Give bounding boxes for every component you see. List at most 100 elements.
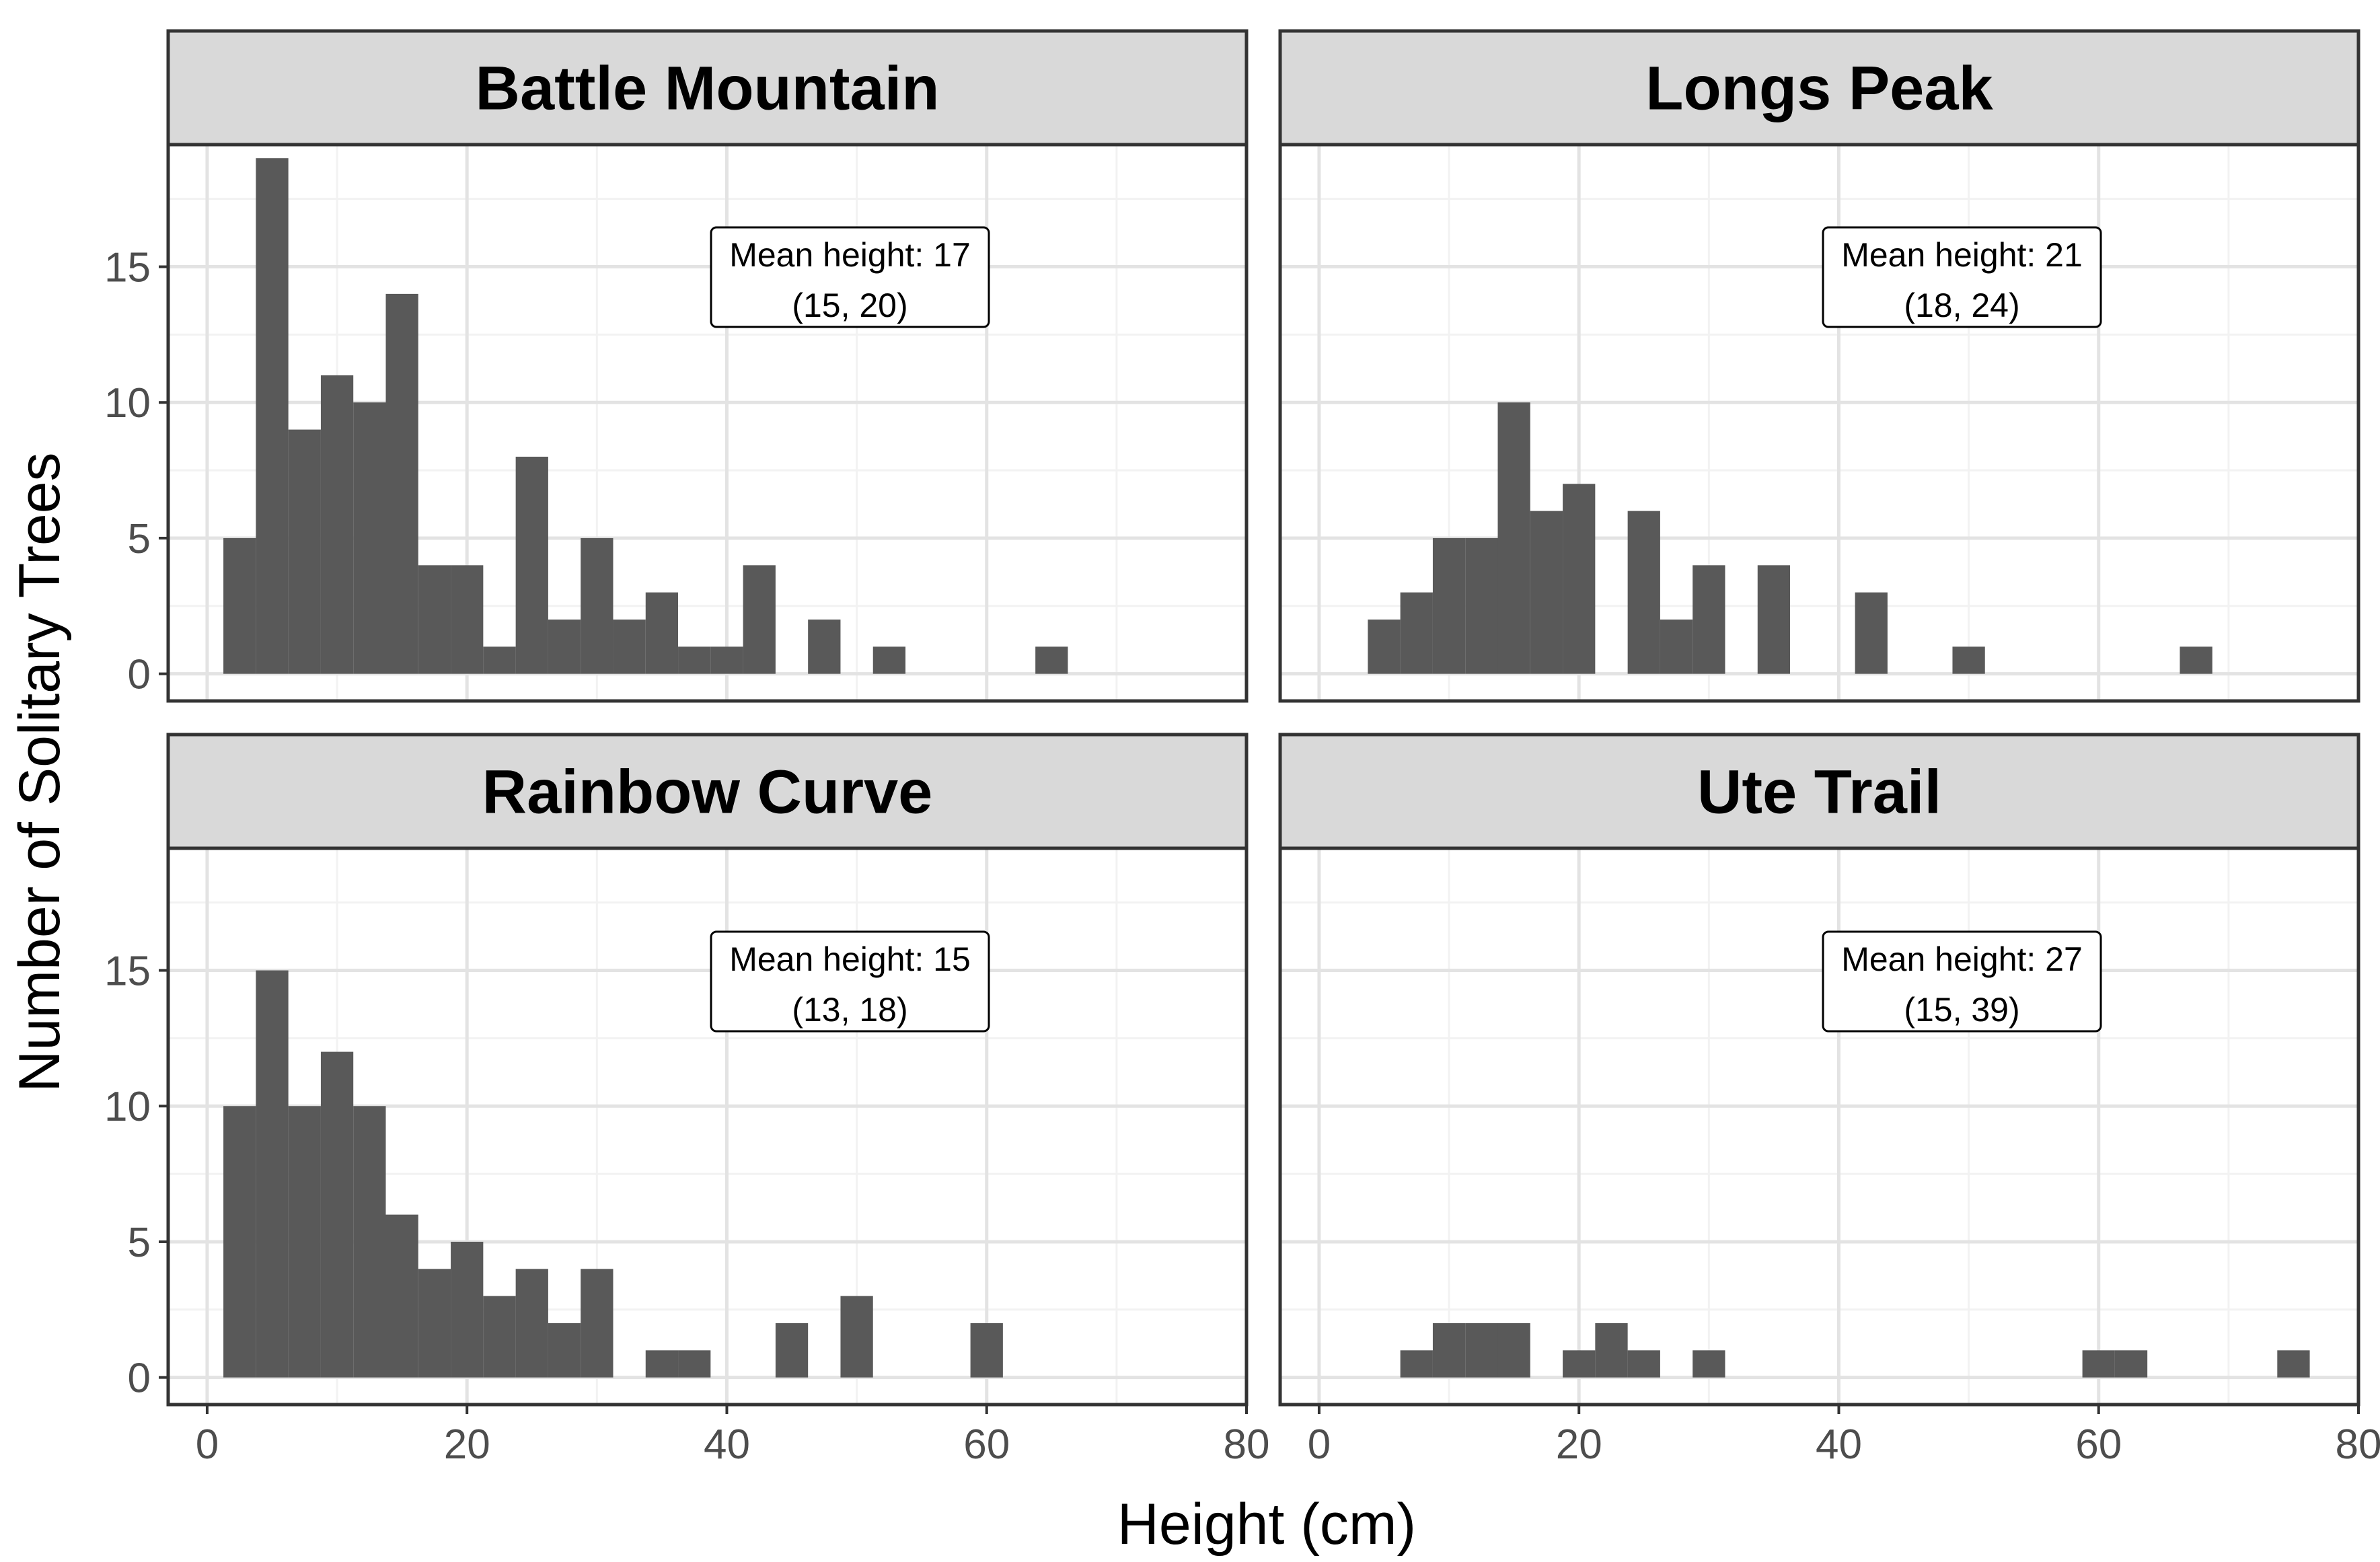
facet-strip-label: Ute Trail bbox=[1697, 758, 1941, 827]
facet-strip-label: Rainbow Curve bbox=[482, 758, 933, 827]
histogram-bar bbox=[678, 1350, 711, 1378]
x-tick-label: 80 bbox=[2336, 1421, 2380, 1468]
x-tick-label: 20 bbox=[444, 1421, 490, 1468]
histogram-bar bbox=[1757, 565, 1791, 674]
histogram-bar bbox=[353, 402, 386, 674]
histogram-bar bbox=[613, 619, 646, 674]
histogram-bar bbox=[1563, 484, 1596, 674]
mean-height-text: Mean height: 15 bbox=[729, 940, 971, 978]
histogram-bar bbox=[2180, 646, 2212, 674]
confidence-interval-text: (13, 18) bbox=[792, 991, 907, 1029]
histogram-bar bbox=[1400, 1350, 1433, 1378]
histogram-bar bbox=[1693, 1350, 1725, 1378]
histogram-bar bbox=[2114, 1350, 2148, 1378]
histogram-bar bbox=[548, 1323, 581, 1378]
mean-height-text: Mean height: 17 bbox=[729, 236, 971, 274]
histogram-bar bbox=[256, 970, 289, 1378]
histogram-bar bbox=[418, 1269, 451, 1378]
histogram-bar bbox=[1465, 537, 1498, 674]
x-tick-label: 80 bbox=[1224, 1421, 1270, 1468]
histogram-bar bbox=[808, 619, 841, 674]
histogram-bar bbox=[451, 1241, 484, 1378]
x-tick-label: 0 bbox=[1308, 1421, 1331, 1468]
histogram-bar bbox=[1035, 646, 1068, 674]
facet-strip bbox=[166, 733, 1249, 850]
mean-height-label-box bbox=[1822, 226, 2102, 328]
histogram-bar bbox=[1693, 565, 1725, 674]
histogram-bar bbox=[775, 1323, 809, 1378]
histogram-bar bbox=[645, 1350, 679, 1378]
histogram-bar bbox=[1627, 1350, 1660, 1378]
mean-height-text: Mean height: 21 bbox=[1841, 236, 2083, 274]
facet-strip-label: Longs Peak bbox=[1645, 54, 1993, 123]
histogram-bar bbox=[320, 1051, 354, 1378]
histogram-bar bbox=[645, 592, 679, 674]
facet-strip bbox=[1278, 733, 2360, 850]
histogram-bar bbox=[223, 1106, 256, 1378]
histogram-bar bbox=[581, 537, 613, 674]
y-axis-title: Number of Solitary Trees bbox=[7, 452, 72, 1092]
y-tick-label: 5 bbox=[128, 516, 151, 562]
histogram-bar bbox=[515, 1269, 548, 1378]
x-tick-label: 40 bbox=[704, 1421, 750, 1468]
histogram-bar bbox=[743, 565, 776, 674]
histogram-bar bbox=[1530, 511, 1563, 674]
histogram-bar bbox=[1432, 1323, 1466, 1378]
histogram-bar bbox=[970, 1323, 1003, 1378]
confidence-interval-text: (15, 39) bbox=[1904, 991, 2019, 1029]
mean-height-label-box bbox=[1822, 930, 2102, 1033]
histogram-bar bbox=[1497, 402, 1530, 674]
x-axis-title: Height (cm) bbox=[1117, 1492, 1416, 1557]
panel-background bbox=[1280, 848, 2358, 1405]
y-tick-label: 10 bbox=[104, 380, 151, 426]
histogram-bar bbox=[418, 565, 451, 674]
y-tick-label: 15 bbox=[104, 949, 151, 995]
panel-longs-peak: Mean height: 21 (18, 24) Longs Peak bbox=[1278, 29, 2360, 703]
histogram-bar bbox=[1595, 1323, 1628, 1378]
histogram-bar bbox=[1432, 537, 1466, 674]
panel-ute-trail: Mean height: 27 (15, 39) Ute Trail 0 20 40 60 8… bbox=[1278, 733, 2380, 1468]
facet-strip-label: Battle Mountain bbox=[476, 54, 940, 123]
histogram-bar bbox=[320, 375, 354, 674]
histogram-bar bbox=[1400, 592, 1433, 674]
histogram-bar bbox=[483, 1296, 516, 1378]
x-tick-label: 40 bbox=[1816, 1421, 1862, 1468]
histogram-bar bbox=[1627, 511, 1660, 674]
histogram-bar bbox=[872, 646, 906, 674]
histogram-bar bbox=[2082, 1350, 2115, 1378]
histogram-bar bbox=[515, 456, 548, 674]
facet-strip bbox=[166, 29, 1249, 147]
mean-height-label-box bbox=[710, 226, 990, 328]
mean-height-label-box bbox=[710, 930, 990, 1033]
y-tick-label: 10 bbox=[104, 1084, 151, 1130]
histogram-bar bbox=[288, 429, 321, 674]
x-tick-label: 60 bbox=[963, 1421, 1010, 1468]
y-tick-label: 15 bbox=[104, 245, 151, 291]
facet-strip bbox=[1278, 29, 2360, 147]
histogram-bar bbox=[1563, 1350, 1596, 1378]
mean-height-text: Mean height: 27 bbox=[1841, 940, 2083, 978]
histogram-bar bbox=[385, 293, 418, 674]
y-tick-label: 5 bbox=[128, 1220, 151, 1266]
histogram-bar bbox=[840, 1296, 873, 1378]
confidence-interval-text: (15, 20) bbox=[792, 287, 907, 324]
y-tick-label: 0 bbox=[128, 1355, 151, 1402]
x-tick-label: 60 bbox=[2075, 1421, 2122, 1468]
histogram-bar bbox=[385, 1214, 418, 1378]
histogram-bar bbox=[1368, 619, 1401, 674]
histogram-bar bbox=[2277, 1350, 2310, 1378]
histogram-bar bbox=[256, 158, 289, 674]
panels-layer: Mean height: 17 (15, 20) Battle Mountain 0 5… bbox=[104, 29, 2380, 1468]
histogram-bar bbox=[288, 1106, 321, 1378]
panel-rainbow-curve: Mean height: 15 (13, 18) Rainbow Curve 0 5 10… bbox=[104, 733, 1270, 1468]
panel-battle-mountain: Mean height: 17 (15, 20) Battle Mountain 0 5… bbox=[104, 29, 1249, 703]
histogram-bar bbox=[451, 565, 484, 674]
histogram-bar bbox=[678, 646, 711, 674]
x-tick-label: 0 bbox=[196, 1421, 219, 1468]
y-tick-label: 0 bbox=[128, 652, 151, 698]
histogram-bar bbox=[581, 1269, 613, 1378]
histogram-bar bbox=[353, 1106, 386, 1378]
confidence-interval-text: (18, 24) bbox=[1904, 287, 2019, 324]
histogram-bar bbox=[1497, 1323, 1530, 1378]
